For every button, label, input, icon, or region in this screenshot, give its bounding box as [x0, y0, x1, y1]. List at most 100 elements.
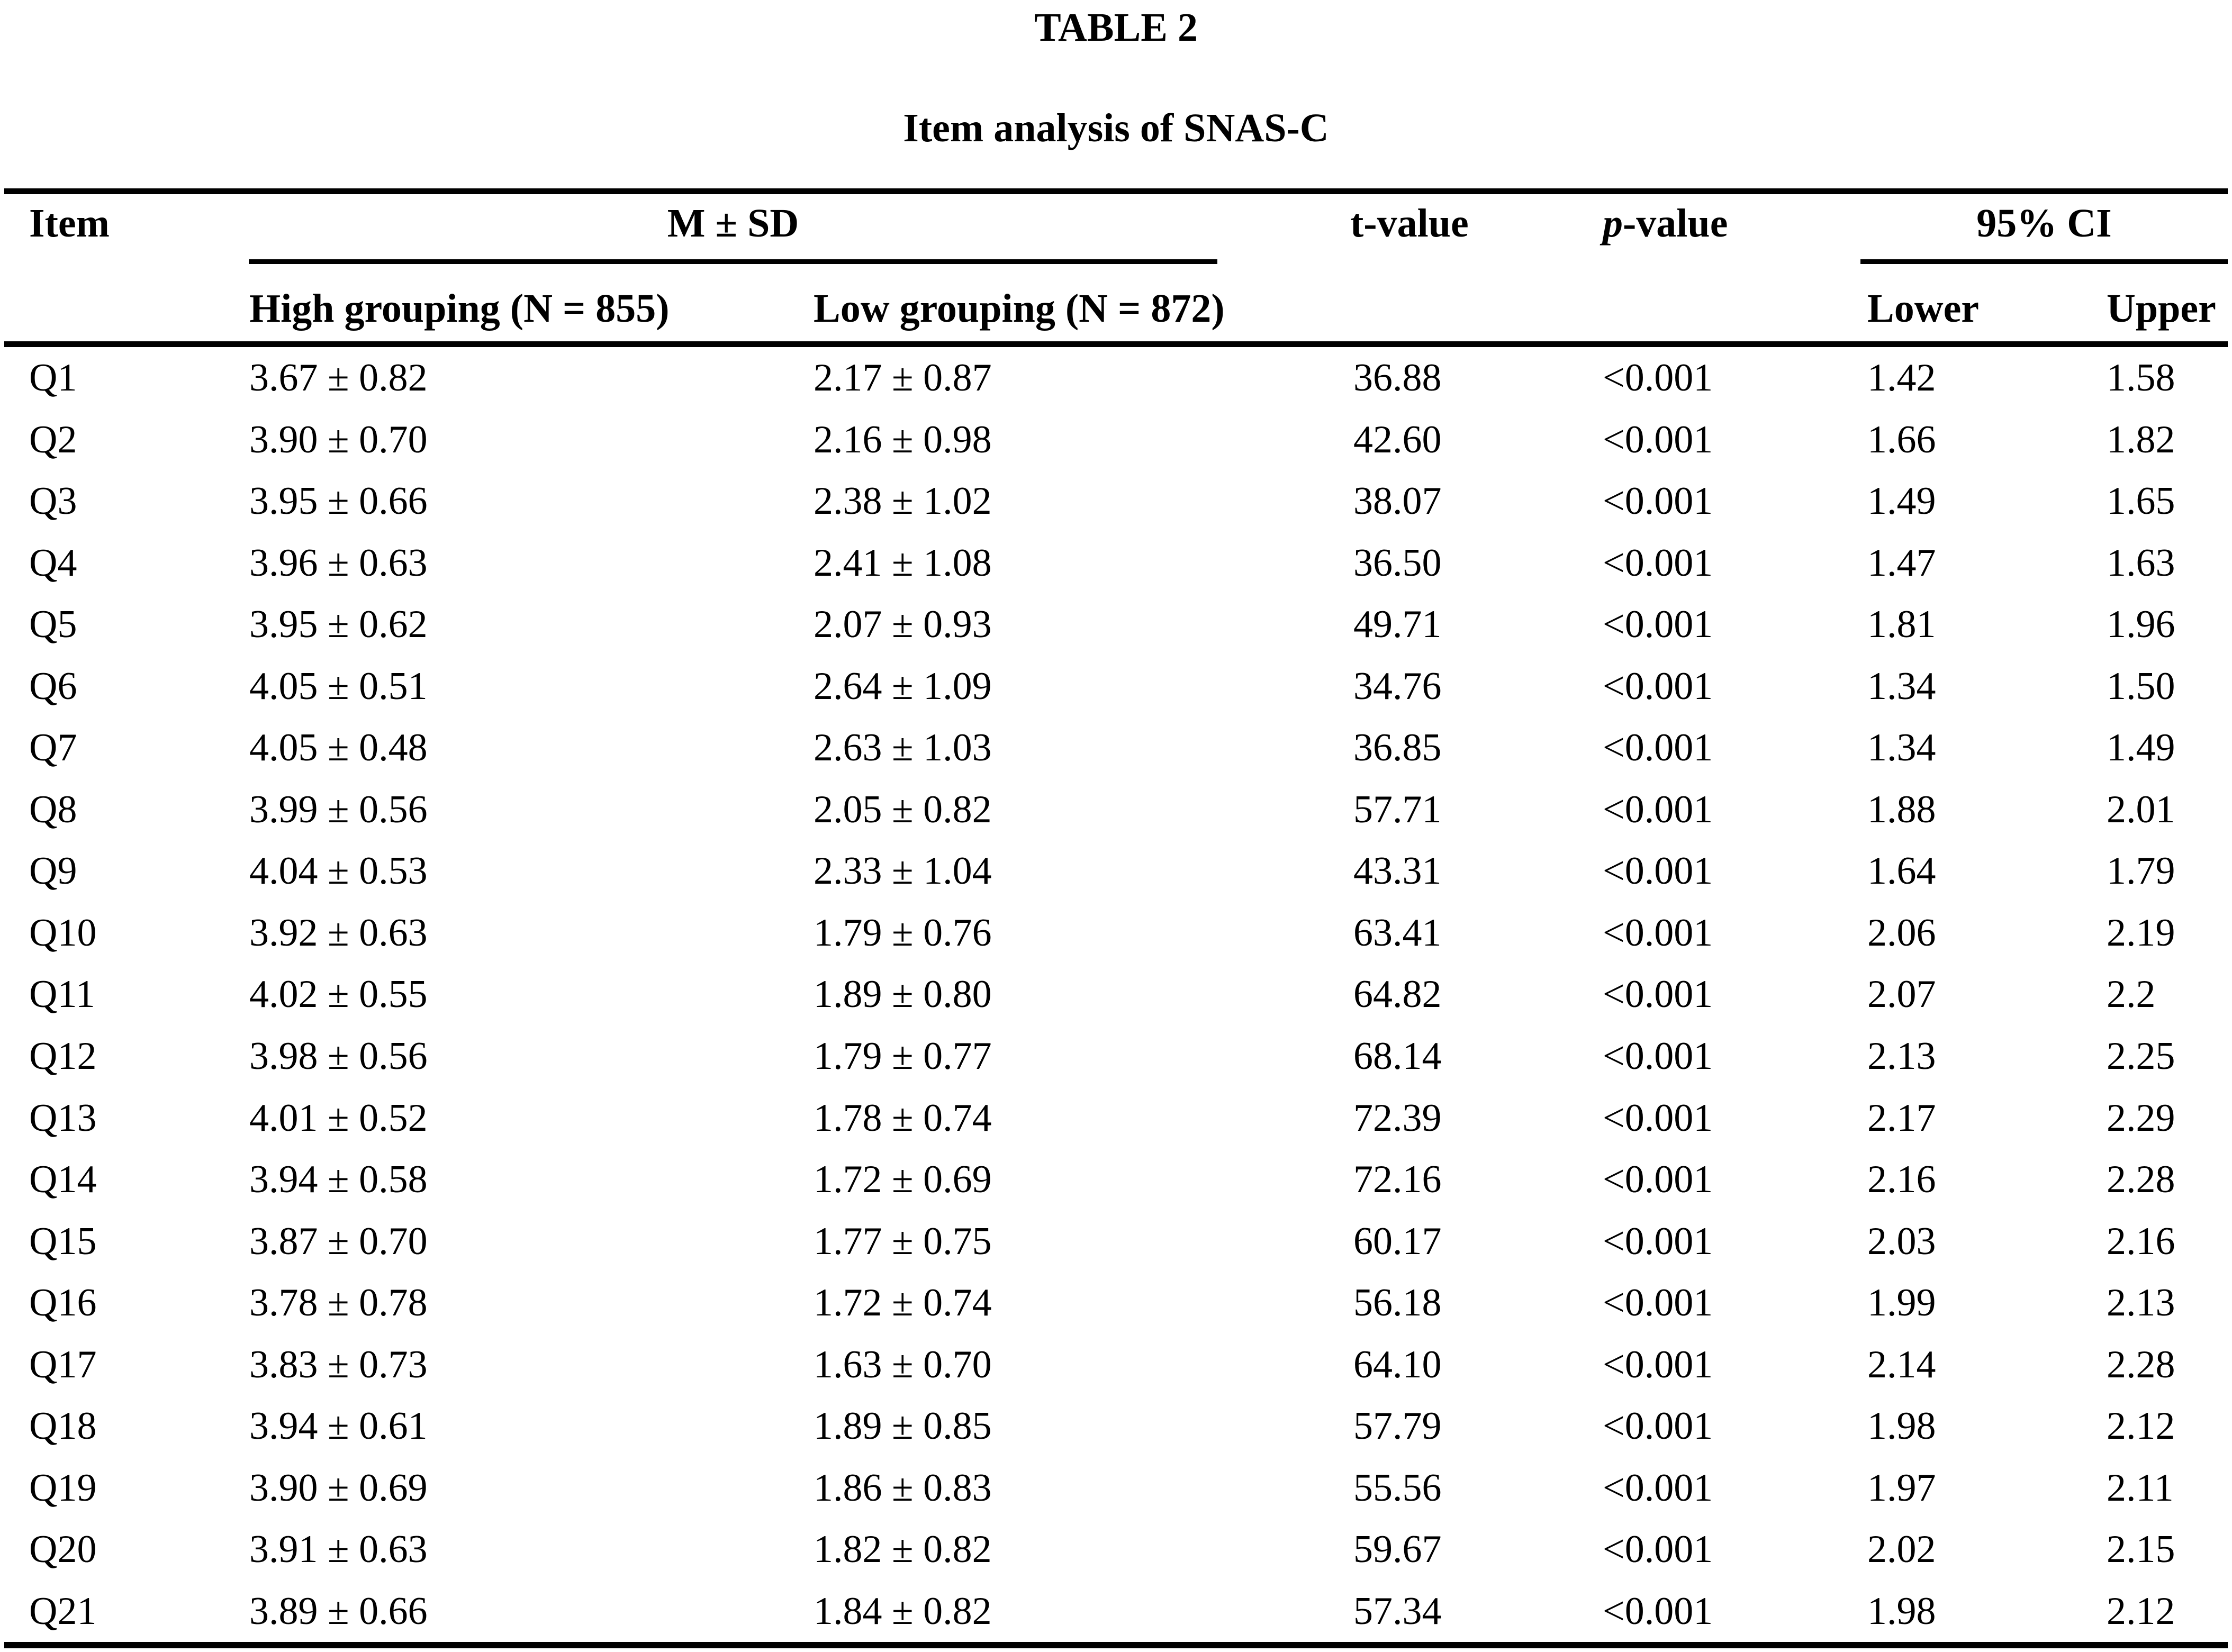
cell-p-value: <0.001: [1603, 1528, 1713, 1572]
table-row: Q5 3.95 ± 0.62 2.07 ± 0.93 49.71 <0.001 …: [0, 594, 2232, 656]
cell-item: Q19: [29, 1466, 97, 1510]
cell-high-grouping: 3.94 ± 0.61: [249, 1404, 428, 1448]
rule-bottom: [4, 1642, 2228, 1648]
cell-p-value: <0.001: [1603, 1219, 1713, 1263]
cell-ci-lower: 2.03: [1867, 1219, 1936, 1263]
cell-ci-upper: 2.15: [2107, 1528, 2175, 1572]
p-value-rest: -value: [1623, 201, 1728, 246]
cell-high-grouping: 4.05 ± 0.48: [249, 726, 428, 770]
table-row: Q15 3.87 ± 0.70 1.77 ± 0.75 60.17 <0.001…: [0, 1210, 2232, 1272]
cell-ci-upper: 2.01: [2107, 787, 2175, 831]
cell-ci-lower: 1.99: [1867, 1281, 1936, 1325]
cell-p-value: <0.001: [1603, 849, 1713, 893]
table-row: Q20 3.91 ± 0.63 1.82 ± 0.82 59.67 <0.001…: [0, 1519, 2232, 1581]
table-caption: Item analysis of SNAS-C: [903, 106, 1329, 150]
cell-low-grouping: 1.89 ± 0.80: [814, 973, 992, 1016]
cell-low-grouping: 1.89 ± 0.85: [814, 1404, 992, 1448]
cell-ci-lower: 2.16: [1867, 1158, 1936, 1202]
cell-p-value: <0.001: [1603, 356, 1713, 400]
cell-t-value: 72.16: [1353, 1158, 1442, 1202]
cell-p-value: <0.001: [1603, 787, 1713, 831]
cell-low-grouping: 1.72 ± 0.74: [814, 1281, 992, 1325]
cell-high-grouping: 4.02 ± 0.55: [249, 973, 428, 1016]
cell-ci-upper: 2.28: [2107, 1342, 2175, 1386]
cell-ci-upper: 1.79: [2107, 849, 2175, 893]
cell-t-value: 55.56: [1353, 1466, 1442, 1510]
cell-low-grouping: 2.16 ± 0.98: [814, 417, 992, 461]
cell-ci-upper: 1.65: [2107, 479, 2175, 523]
cell-ci-lower: 1.88: [1867, 787, 1936, 831]
cell-p-value: <0.001: [1603, 664, 1713, 708]
cell-item: Q7: [29, 726, 77, 770]
cell-item: Q4: [29, 541, 77, 585]
cell-t-value: 57.71: [1353, 787, 1442, 831]
cell-t-value: 56.18: [1353, 1281, 1442, 1325]
p-value-italic-letter: p: [1603, 201, 1623, 246]
cell-item: Q20: [29, 1528, 97, 1572]
cell-ci-upper: 2.29: [2107, 1096, 2175, 1140]
cell-t-value: 49.71: [1353, 603, 1442, 647]
cell-ci-lower: 1.98: [1867, 1404, 1936, 1448]
cell-high-grouping: 4.04 ± 0.53: [249, 849, 428, 893]
table-row: Q18 3.94 ± 0.61 1.89 ± 0.85 57.79 <0.001…: [0, 1395, 2232, 1457]
rule-below-header: [4, 341, 2228, 347]
col-header-t-value: t-value: [1350, 201, 1469, 246]
cell-p-value: <0.001: [1603, 1096, 1713, 1140]
table-row: Q21 3.89 ± 0.66 1.84 ± 0.82 57.34 <0.001…: [0, 1580, 2232, 1642]
cell-item: Q10: [29, 911, 97, 955]
cell-ci-upper: 1.49: [2107, 726, 2175, 770]
cell-item: Q2: [29, 417, 77, 461]
cell-item: Q6: [29, 664, 77, 708]
cell-high-grouping: 3.67 ± 0.82: [249, 356, 428, 400]
cell-p-value: <0.001: [1603, 1342, 1713, 1386]
cell-p-value: <0.001: [1603, 417, 1713, 461]
cell-ci-upper: 1.58: [2107, 356, 2175, 400]
col-header-ci-lower: Lower: [1867, 286, 1980, 331]
cell-item: Q3: [29, 479, 77, 523]
cell-ci-lower: 1.34: [1867, 664, 1936, 708]
cell-high-grouping: 3.98 ± 0.56: [249, 1034, 428, 1078]
cell-item: Q13: [29, 1096, 97, 1140]
cell-ci-lower: 2.07: [1867, 973, 1936, 1016]
cell-low-grouping: 2.17 ± 0.87: [814, 356, 992, 400]
col-header-p-value: p-value: [1603, 203, 1728, 243]
cell-item: Q8: [29, 787, 77, 831]
cell-high-grouping: 3.90 ± 0.70: [249, 417, 428, 461]
cell-low-grouping: 1.79 ± 0.76: [814, 911, 992, 955]
cell-low-grouping: 2.41 ± 1.08: [814, 541, 992, 585]
cell-low-grouping: 2.64 ± 1.09: [814, 664, 992, 708]
col-header-ci-upper: Upper: [2107, 286, 2216, 331]
cell-t-value: 36.85: [1353, 726, 1442, 770]
cell-low-grouping: 1.77 ± 0.75: [814, 1219, 992, 1263]
table-row: Q3 3.95 ± 0.66 2.38 ± 1.02 38.07 <0.001 …: [0, 470, 2232, 532]
cell-high-grouping: 3.78 ± 0.78: [249, 1281, 428, 1325]
cell-low-grouping: 2.07 ± 0.93: [814, 603, 992, 647]
cell-item: Q17: [29, 1342, 97, 1386]
cell-low-grouping: 1.63 ± 0.70: [814, 1342, 992, 1386]
cell-t-value: 42.60: [1353, 417, 1442, 461]
cell-ci-lower: 2.06: [1867, 911, 1936, 955]
cell-t-value: 64.10: [1353, 1342, 1442, 1386]
cell-p-value: <0.001: [1603, 1404, 1713, 1448]
cell-p-value: <0.001: [1603, 541, 1713, 585]
cell-p-value: <0.001: [1603, 603, 1713, 647]
cell-p-value: <0.001: [1603, 726, 1713, 770]
cell-p-value: <0.001: [1603, 1466, 1713, 1510]
cell-ci-upper: 1.63: [2107, 541, 2175, 585]
table-number-label: TABLE 2: [1034, 5, 1198, 50]
cell-item: Q5: [29, 603, 77, 647]
cell-item: Q11: [29, 973, 95, 1016]
table-row: Q19 3.90 ± 0.69 1.86 ± 0.83 55.56 <0.001…: [0, 1457, 2232, 1519]
cell-t-value: 36.88: [1353, 356, 1442, 400]
cell-t-value: 36.50: [1353, 541, 1442, 585]
cell-low-grouping: 1.78 ± 0.74: [814, 1096, 992, 1140]
table-row: Q10 3.92 ± 0.63 1.79 ± 0.76 63.41 <0.001…: [0, 902, 2232, 964]
cell-high-grouping: 3.83 ± 0.73: [249, 1342, 428, 1386]
cell-high-grouping: 3.94 ± 0.58: [249, 1158, 428, 1202]
table-row: Q7 4.05 ± 0.48 2.63 ± 1.03 36.85 <0.001 …: [0, 717, 2232, 779]
cell-ci-upper: 2.19: [2107, 911, 2175, 955]
cell-ci-lower: 1.34: [1867, 726, 1936, 770]
col-header-item: Item: [29, 201, 110, 246]
cell-high-grouping: 3.91 ± 0.63: [249, 1528, 428, 1572]
table-row: Q12 3.98 ± 0.56 1.79 ± 0.77 68.14 <0.001…: [0, 1025, 2232, 1087]
